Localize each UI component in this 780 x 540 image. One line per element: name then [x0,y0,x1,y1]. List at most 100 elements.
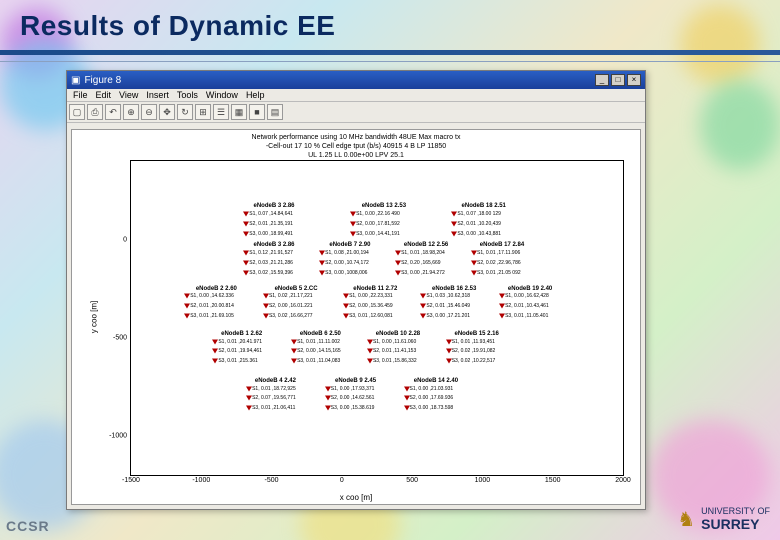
xtick: 2000 [615,475,631,484]
menu-window[interactable]: Window [206,90,238,100]
tool-1[interactable]: ⎙ [87,104,103,120]
enb-header: eNodeB 15 2.16 [455,331,499,337]
data-label: S3, 0.00 ,10.43,881 [457,231,501,237]
menu-view[interactable]: View [119,90,138,100]
menu-help[interactable]: Help [246,90,265,100]
figure-titlebar[interactable]: ▣ Figure 8 _ □ × [67,71,645,89]
data-label: S2, 0.02 ,22.96,786 [477,260,521,266]
data-label: S2, 0.00 ,17.69.936 [410,395,454,401]
plot-title-line2: -Cell-out 17 10 % Cell edge tput (b/s) 4… [72,143,640,152]
data-label: S1, 0.12 ,21.91,527 [249,250,293,256]
data-label: S1, 0.00 ,21.03.931 [410,386,454,392]
data-label: S2, 0.01 ,20.00.814 [190,303,234,309]
data-label: S3, 0.02 ,15.59,396 [249,270,293,276]
enb-header: eNodeB 5 2.CC [275,286,318,292]
enb-header: eNodeB 3 2.86 [253,203,294,209]
enb-header: eNodeB 1 2.62 [221,331,262,337]
data-label: S3, 0.00 ,15.38.619 [331,405,375,411]
surrey-logo: ♞ UNIVERSITY OF SURREY [677,507,770,532]
title-underline-thin [0,61,780,62]
enb-header: eNodeB 6 2.50 [300,331,341,337]
enb-header: eNodeB 16 2.53 [432,286,476,292]
university-name: UNIVERSITY OF SURREY [701,507,770,531]
university-main: SURREY [701,517,770,532]
data-label: S2, 0.01 ,19.94,461 [218,348,262,354]
tool-4[interactable]: ⊖ [141,104,157,120]
data-label: S1, 0.00 ,17.93,371 [331,386,375,392]
data-label: S2, 0.00 ,10.74,172 [325,260,369,266]
data-label: S2, 0.00 ,16.01.221 [269,303,313,309]
xtick: 0 [340,475,344,484]
data-label: S2, 0.02 ,19.91,082 [452,348,496,354]
menu-insert[interactable]: Insert [146,90,169,100]
data-label: S1, 0.08 ,21.00,194 [325,250,369,256]
tool-11[interactable]: ▤ [267,104,283,120]
enb-header: eNodeB 7 2.90 [329,242,370,248]
plot-canvas: Network performance using 10 MHz bandwid… [71,129,641,505]
figure-window: ▣ Figure 8 _ □ × File Edit View Insert Tools… [66,70,646,510]
enb-header: eNodeB 18 2.51 [462,203,506,209]
tool-6[interactable]: ↻ [177,104,193,120]
tool-3[interactable]: ⊕ [123,104,139,120]
ytick: -1000 [109,432,131,439]
data-label: S1, 0.03 ,10.62,318 [426,293,470,299]
maximize-button[interactable]: □ [611,74,625,86]
enb-header: eNodeB 4 2.42 [255,378,296,384]
data-label: S3, 0.00 ,21.94.272 [401,270,445,276]
data-label: S3, 0.01 ,11.05.401 [505,313,548,319]
data-label: S1, 0.01 ,20.41.971 [218,339,262,345]
tool-9[interactable]: ▦ [231,104,247,120]
data-label: S1, 0.07 ,14.84,641 [249,211,293,217]
data-label: S2, 0.20 ,165,669 [401,260,440,266]
enb-header: eNodeB 14 2.40 [414,378,458,384]
menu-tools[interactable]: Tools [177,90,198,100]
ytick: -500 [113,334,131,341]
plot-title-line3: UL 1.25 LL 0.00e+00 LPV 25.1 [72,152,640,161]
data-label: S3, 0.01 ,11.04,083 [297,358,340,364]
enb-header: eNodeB 19 2.40 [508,286,552,292]
xtick: 1000 [475,475,491,484]
enb-header: eNodeB 17 2.84 [480,242,524,248]
enb-header: eNodeB 12 2.56 [404,242,448,248]
data-label: S2, 0.07 ,19.56,771 [252,395,296,401]
data-label: S3, 0.02 ,10.22,517 [452,358,496,364]
data-label: S1, 0.00 ,22.23,331 [349,293,393,299]
data-label: S1, 0.02 ,21.17,221 [269,293,313,299]
minimize-button[interactable]: _ [595,74,609,86]
menu-edit[interactable]: Edit [96,90,112,100]
tool-10[interactable]: ■ [249,104,265,120]
x-axis-label: x coo [m] [340,493,372,502]
data-label: S3, 0.01 ,12.60,081 [349,313,393,319]
tool-2[interactable]: ↶ [105,104,121,120]
data-label: S1, 0.01 ,11.11.002 [297,339,340,345]
tool-7[interactable]: ⊞ [195,104,211,120]
close-button[interactable]: × [627,74,641,86]
xtick: -1000 [192,475,210,484]
data-label: S2, 0.03 ,21.21,286 [249,260,293,266]
xtick: -1500 [122,475,140,484]
data-label: S3, 0.00 ,18.99,491 [249,231,293,237]
enb-header: eNodeB 10 2.28 [376,331,420,337]
data-label: S2, 0.01 ,15.46.049 [426,303,470,309]
data-label: S2, 0.00 ,15.36.459 [349,303,393,309]
tool-8[interactable]: ☰ [213,104,229,120]
data-label: S2, 0.01 ,10.43,461 [505,303,549,309]
data-label: S1, 0.00 ,14.62.336 [190,293,234,299]
menu-file[interactable]: File [73,90,88,100]
figure-toolbar: ▢⎙↶⊕⊖✥↻⊞☰▦■▤ [67,102,645,123]
data-label: S3, 0.01 ,21.05 092 [477,270,521,276]
xtick: 1500 [545,475,561,484]
tool-0[interactable]: ▢ [69,104,85,120]
xtick: 500 [406,475,418,484]
data-label: S3, 0.00 ,14.41,191 [356,231,400,237]
data-label: S1, 0.01 ,17.11.906 [477,250,520,256]
data-label: S2, 0.00 ,17.81,592 [356,221,400,227]
data-label: S3, 0.00 ,18.73.598 [410,405,454,411]
tool-5[interactable]: ✥ [159,104,175,120]
window-buttons: _ □ × [595,74,641,86]
data-label: S2, 0.00 ,14.62.561 [331,395,375,401]
figure-menubar: File Edit View Insert Tools Window Help [67,89,645,102]
plot-title: Network performance using 10 MHz bandwid… [72,130,640,160]
data-label: S2, 0.01 ,11.41,153 [373,348,416,354]
xtick: -500 [265,475,279,484]
